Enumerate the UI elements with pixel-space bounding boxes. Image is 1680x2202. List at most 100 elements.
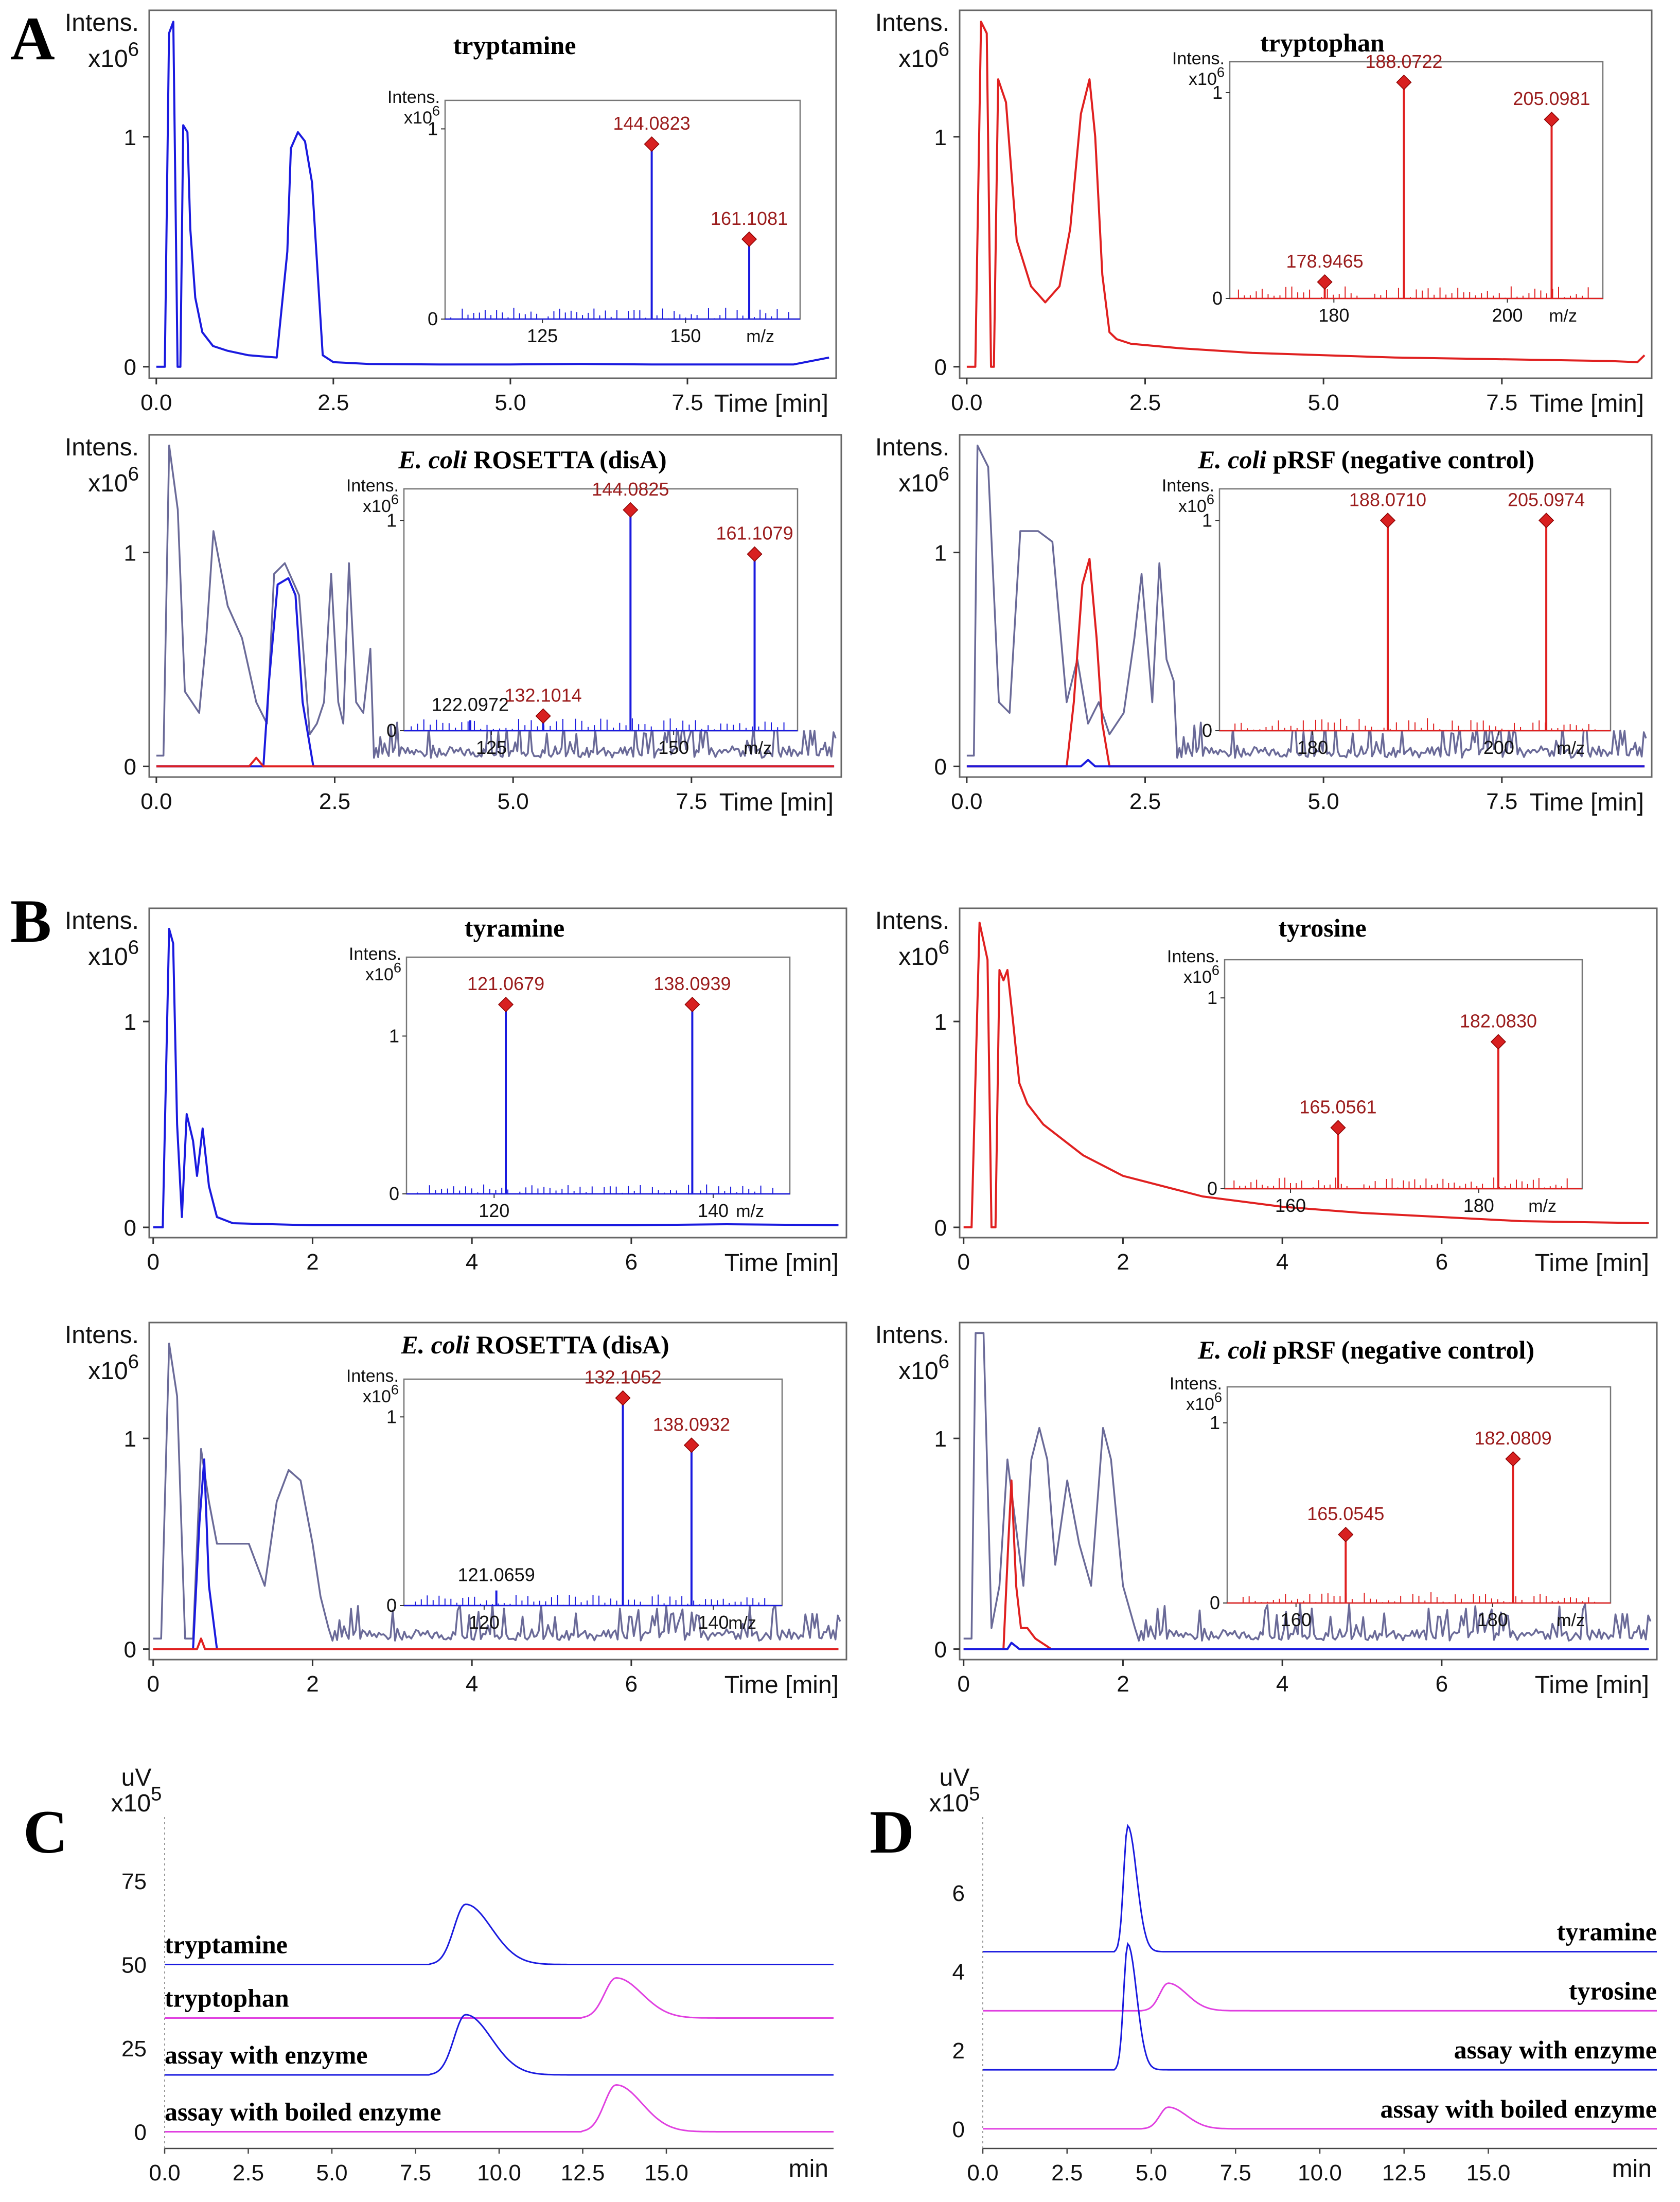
y-tick-label: 50	[121, 1953, 147, 1978]
inset-x-tick-label: 160	[1281, 1609, 1312, 1630]
inset-y-label: Intens.	[1172, 49, 1225, 68]
inset-frame	[1218, 488, 1612, 732]
x-tick-label: 5.0	[494, 390, 526, 415]
x-tick-label: 7.5	[1486, 789, 1517, 814]
x-tick-label: 7.5	[1220, 2160, 1251, 2186]
y-tick-label: 0	[952, 2117, 965, 2142]
x-tick-label: 2	[1117, 1249, 1129, 1275]
trace-line	[983, 1824, 1657, 1953]
inset-y-tick-label: 0	[389, 1183, 399, 1204]
y-axis-unit: x106	[898, 38, 949, 73]
peak-marker-diamond	[1544, 111, 1560, 128]
peak-label: 132.1014	[505, 684, 582, 706]
peak-label: 165.0561	[1299, 1096, 1376, 1117]
x-axis-label: Time [min]	[1530, 789, 1644, 816]
x-axis-label: Time [min]	[714, 390, 828, 417]
x-axis-label: Time [min]	[1530, 390, 1644, 417]
inset-y-label: Intens.	[1170, 1374, 1222, 1394]
x-tick-label: 5.0	[316, 2160, 347, 2186]
peak-marker-diamond	[623, 502, 639, 518]
inset-x-tick-label: 120	[469, 1612, 500, 1633]
inset-y-tick-label: 1	[1212, 82, 1223, 103]
inset-x-tick-label: 160	[1275, 1195, 1306, 1216]
peak-label: 205.0981	[1513, 88, 1590, 109]
inset-y-label: Intens.	[349, 944, 401, 964]
x-tick-label: 5.0	[1308, 789, 1339, 814]
y-axis-unit: x106	[88, 463, 139, 497]
trace-label: assay with boiled enzyme	[1381, 2094, 1657, 2123]
x-tick-label: 5.0	[1136, 2160, 1167, 2186]
y-axis-label: Intens.	[875, 9, 949, 37]
peak-marker-diamond	[1538, 513, 1554, 529]
chart-title: tyramine	[465, 913, 564, 942]
inset-x-tick-label: 150	[670, 325, 701, 346]
y-axis-label: Intens.	[875, 1322, 949, 1349]
chart-title: E. coli ROSETTA (disA)	[398, 445, 666, 474]
plot-frame	[148, 1322, 847, 1661]
y-axis-label: Intens.	[875, 907, 949, 935]
inset-y-label: Intens.	[387, 87, 440, 107]
inset-x-tick-label: 180	[1477, 1609, 1508, 1630]
trace-label: assay with enzyme	[1454, 2035, 1657, 2064]
peak-marker-diamond	[683, 1437, 699, 1453]
trace-label: assay with boiled enzyme	[165, 2098, 441, 2126]
chart-title: E. coli ROSETTA (disA)	[400, 1330, 669, 1359]
peak-label: 138.0939	[653, 973, 731, 994]
x-tick-label: 2.5	[317, 390, 349, 415]
panel-letter-a: A	[10, 4, 55, 73]
y-tick-label: 0	[124, 1637, 136, 1663]
inset-y-tick-label: 1	[428, 118, 438, 139]
inset-x-label: m/z	[1557, 1611, 1585, 1630]
x-tick-label: 4	[1276, 1249, 1288, 1275]
inset-x-label: m/z	[746, 327, 774, 346]
inset-y-tick-label: 0	[386, 720, 397, 741]
peak-marker-diamond	[1505, 1451, 1521, 1467]
inset-y-tick-label: 1	[386, 509, 397, 531]
x-tick-label: 10.0	[477, 2160, 521, 2186]
x-tick-label: 15.0	[644, 2160, 688, 2186]
y-tick-label: 2	[952, 2038, 965, 2064]
x-axis-label: min	[789, 2155, 828, 2182]
series-line-eic-tryptophan	[966, 21, 1646, 368]
x-tick-label: 2	[306, 1249, 319, 1275]
x-tick-label: 0.0	[140, 390, 172, 415]
y-tick-label: 1	[124, 541, 136, 566]
inset-x-tick-label: 200	[1483, 737, 1514, 758]
trace-line	[165, 1977, 834, 2019]
y-tick-label: 0	[934, 355, 947, 380]
peak-label: 138.0932	[653, 1414, 730, 1435]
y-tick-label: 0	[124, 1215, 136, 1241]
inset-x-label: m/z	[736, 1202, 764, 1221]
inset-frame	[1229, 61, 1604, 300]
y-tick-label: 0	[934, 1215, 947, 1241]
series-line-tic	[156, 445, 837, 759]
y-axis-unit: x106	[898, 1350, 949, 1385]
x-tick-label: 0.0	[951, 789, 982, 814]
series-line-eic-tryptamine	[156, 577, 835, 768]
x-tick-label: 6	[625, 1671, 638, 1697]
inset-x-tick-label: 120	[479, 1200, 509, 1221]
series-line-eic-tyramine	[963, 1642, 1649, 1650]
x-axis-label: Time [min]	[1535, 1671, 1649, 1699]
x-tick-label: 7.5	[1486, 390, 1517, 415]
peak-marker-diamond	[615, 1390, 631, 1406]
trace-line	[983, 2106, 1657, 2130]
x-tick-label: 2.5	[1051, 2160, 1083, 2186]
peak-marker-diamond	[741, 231, 757, 247]
inset-y-tick-label: 1	[1207, 987, 1217, 1008]
plot-frame	[148, 9, 837, 379]
y-tick-label: 1	[934, 541, 947, 566]
plot-frame	[959, 434, 1653, 778]
inset-frame	[1226, 1386, 1612, 1604]
inset-frame	[403, 1378, 783, 1607]
x-tick-label: 7.5	[676, 789, 707, 814]
peak-label: 161.1081	[711, 208, 788, 229]
